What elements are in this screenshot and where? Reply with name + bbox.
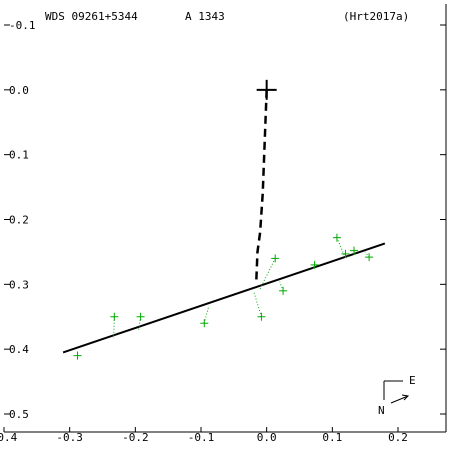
y-tick-label: -0.1 xyxy=(9,19,36,32)
observation-point xyxy=(310,260,319,269)
compass-east-label: E xyxy=(409,374,416,387)
x-tick-label: -0.1 xyxy=(188,431,215,444)
observation-point xyxy=(136,312,145,321)
y-tick-label: 0.0 xyxy=(9,84,29,97)
y-tick-label: 0.4 xyxy=(9,343,29,356)
observation-point xyxy=(365,253,374,262)
observation-point xyxy=(200,319,209,328)
y-tick-label: 0.3 xyxy=(9,278,29,291)
observation-point xyxy=(332,233,341,242)
x-tick-label: -0.4 xyxy=(0,431,18,444)
residual-line xyxy=(336,237,346,259)
motion-arrow-icon xyxy=(390,395,409,404)
residual-line xyxy=(364,251,370,258)
orbit-fit-line xyxy=(62,242,386,354)
dashed-path-layer xyxy=(254,89,268,285)
motion-arrowhead-icon xyxy=(401,394,410,401)
observations-layer xyxy=(73,233,374,360)
observation-point xyxy=(257,312,266,321)
y-tick-labels: -0.1 0.0 0.1 0.2 0.3 0.4 0.5 xyxy=(9,19,36,421)
observation-point xyxy=(341,249,350,258)
reference-code: (Hrt2017a) xyxy=(343,10,409,23)
observation-point xyxy=(110,312,119,321)
x-tick-label: 0.1 xyxy=(322,431,342,444)
residual-line xyxy=(138,316,142,330)
observation-point xyxy=(73,351,82,360)
y-tick-label: 0.2 xyxy=(9,214,29,227)
x-tick-label: -0.3 xyxy=(56,431,83,444)
dashed-trajectory xyxy=(254,89,268,285)
x-tick-label: -0.2 xyxy=(122,431,149,444)
observation-point xyxy=(271,254,280,263)
y-tick-label: 0.5 xyxy=(9,408,29,421)
residual-line xyxy=(345,253,350,258)
observation-point xyxy=(279,286,288,295)
orbit-line-layer xyxy=(62,242,386,354)
residual-line xyxy=(203,305,210,324)
compass: E N xyxy=(378,374,416,417)
y-tick-label: 0.1 xyxy=(9,149,29,162)
pair-name: A 1343 xyxy=(185,10,225,23)
compass-north-label: N xyxy=(378,404,385,417)
observation-point xyxy=(350,246,359,255)
wds-designation: WDS 09261+5344 xyxy=(45,10,138,23)
x-tick-label: 0.0 xyxy=(257,431,277,444)
axis-ticks xyxy=(3,24,446,432)
x-tick-labels: -0.4 -0.3 -0.2 -0.1 0.0 0.1 0.2 xyxy=(0,431,408,444)
x-tick-label: 0.2 xyxy=(388,431,408,444)
primary-star-layer xyxy=(256,79,277,100)
